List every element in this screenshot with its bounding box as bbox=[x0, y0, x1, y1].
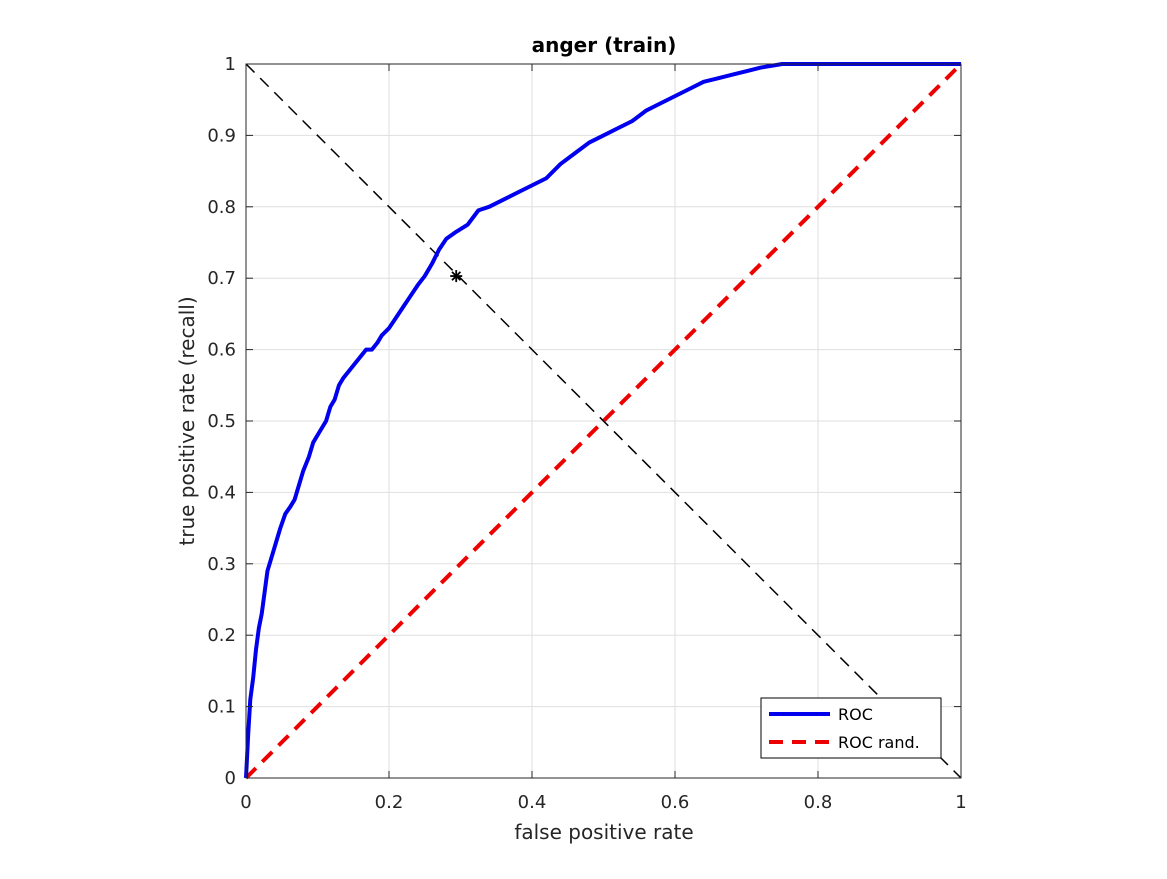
legend-label-roc-rand: ROC rand. bbox=[838, 733, 920, 752]
axes-box bbox=[245, 63, 962, 779]
y-tick-label: 0.2 bbox=[207, 625, 236, 646]
x-tick-label: 0.8 bbox=[804, 792, 833, 813]
y-tick-label: 1 bbox=[225, 54, 236, 75]
x-tick-label: 1 bbox=[955, 792, 966, 813]
x-tick-label: 0 bbox=[240, 792, 251, 813]
y-tick-label: 0.1 bbox=[207, 697, 236, 718]
x-axis-label: false positive rate bbox=[514, 820, 693, 844]
legend-label-roc: ROC bbox=[838, 705, 873, 724]
y-tick-label: 0.4 bbox=[207, 482, 236, 503]
tick-labels: 0 0.2 0.4 0.6 0.8 1 0 0.1 0.2 0.3 0.4 0.5 0.6 0.7 0.8 0… bbox=[207, 54, 966, 813]
operating-point-marker bbox=[450, 270, 463, 283]
y-tick-label: 0.3 bbox=[207, 554, 236, 575]
x-tick-label: 0.6 bbox=[661, 792, 690, 813]
x-tick-label: 0.2 bbox=[375, 792, 404, 813]
chart-title: anger (train) bbox=[532, 33, 677, 57]
y-axis-label: true positive rate (recall) bbox=[175, 296, 199, 545]
series-layer bbox=[244, 62, 963, 780]
reference-diagonal-line bbox=[245, 63, 962, 779]
y-tick-label: 0.5 bbox=[207, 411, 236, 432]
series-line-roc bbox=[244, 62, 961, 779]
legend-box bbox=[760, 697, 942, 759]
y-tick-label: 0 bbox=[225, 768, 236, 789]
series-line-roc-rand bbox=[244, 62, 963, 780]
axes bbox=[245, 63, 962, 779]
y-tick-label: 0.8 bbox=[207, 197, 236, 218]
y-tick-label: 0.7 bbox=[207, 268, 236, 289]
y-tick-label: 0.6 bbox=[207, 340, 236, 361]
x-tick-label: 0.4 bbox=[518, 792, 547, 813]
legend: ROC ROC rand. bbox=[760, 697, 942, 759]
y-tick-label: 0.9 bbox=[207, 125, 236, 146]
